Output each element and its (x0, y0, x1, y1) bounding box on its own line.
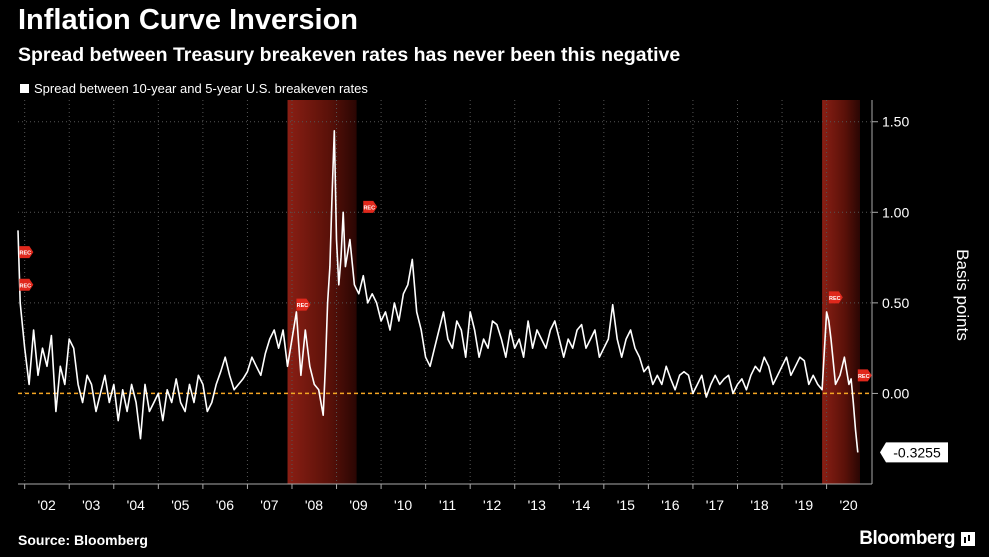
x-tick-label-14: '16 (661, 497, 679, 513)
series-line (17, 130, 859, 453)
x-tick-label-4: '06 (216, 497, 234, 513)
chart-legend: Spread between 10-year and 5-year U.S. b… (20, 81, 368, 96)
rec-marker-3 (363, 200, 378, 213)
y-tick-label-0: 1.50 (882, 114, 909, 130)
last-value-label: -0.3255 (893, 444, 941, 460)
x-tick-label-1: '03 (82, 497, 100, 513)
x-tick-label-16: '18 (750, 497, 768, 513)
rec-marker-2 (296, 298, 311, 311)
source-note: Source: Bloomberg (18, 532, 148, 548)
rec-marker-label-4: REC (829, 296, 841, 302)
x-tick-label-9: '11 (439, 497, 456, 513)
recession-band-0 (287, 100, 357, 484)
brand-label: Bloomberg (859, 528, 955, 549)
rec-marker-5 (857, 369, 872, 382)
x-tick-label-5: '07 (260, 497, 278, 513)
rec-marker-label-1: REC (20, 283, 32, 289)
x-tick-label-18: '20 (839, 497, 857, 513)
x-tick-label-12: '14 (572, 497, 590, 513)
x-tick-label-0: '02 (38, 497, 56, 513)
rec-marker-label-3: REC (363, 205, 375, 211)
x-tick-label-17: '19 (795, 497, 813, 513)
rec-marker-4 (828, 291, 843, 304)
chart-icon (961, 532, 975, 546)
last-value-box (880, 442, 948, 463)
rec-marker-label-2: REC (297, 303, 309, 309)
recession-band-1 (822, 100, 860, 484)
y-tick-label-1: 1.00 (882, 204, 909, 220)
rec-marker-1 (19, 278, 34, 291)
x-tick-label-15: '17 (706, 497, 724, 513)
x-tick-label-2: '04 (127, 497, 145, 513)
y-tick-label-2: 0.50 (882, 295, 909, 311)
rec-marker-label-5: REC (858, 374, 870, 380)
x-tick-label-10: '12 (483, 497, 501, 513)
x-tick-label-8: '10 (394, 497, 412, 513)
bloomberg-logo: Bloomberg (859, 528, 975, 550)
rec-marker-label-0: REC (20, 251, 32, 257)
chart-title: Inflation Curve Inversion (18, 4, 358, 36)
x-tick-label-7: '09 (349, 497, 367, 513)
y-tick-label-3: 0.00 (882, 385, 909, 401)
chart-subtitle: Spread between Treasury breakeven rates … (18, 44, 681, 66)
y-axis-label: Basis points (953, 249, 972, 341)
x-tick-label-11: '13 (528, 497, 546, 513)
x-tick-label-13: '15 (617, 497, 635, 513)
x-tick-label-3: '05 (171, 497, 189, 513)
rec-marker-0 (19, 246, 34, 259)
legend-swatch (20, 84, 29, 93)
legend-label: Spread between 10-year and 5-year U.S. b… (34, 81, 368, 96)
x-tick-label-6: '08 (305, 497, 323, 513)
